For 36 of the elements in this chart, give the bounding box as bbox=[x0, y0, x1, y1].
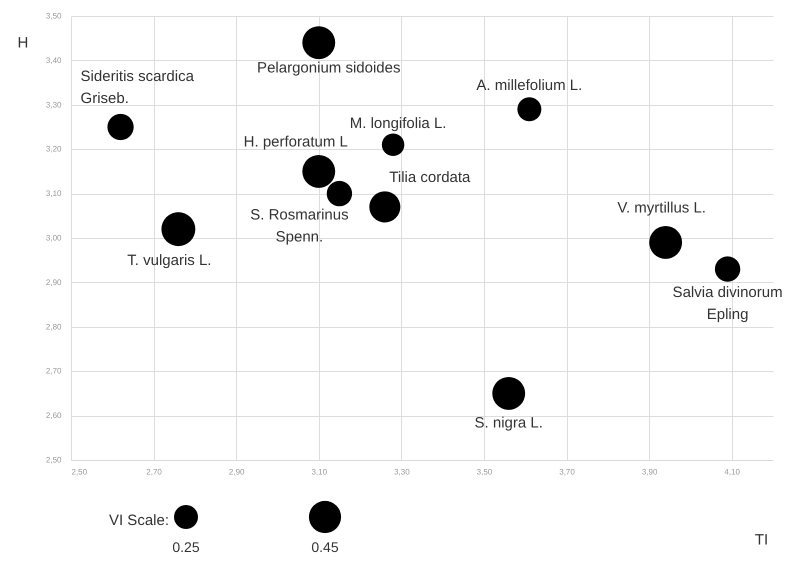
annotation: T. vulgaris L. bbox=[127, 252, 212, 270]
annotation: Sideritis scardica Griseb. bbox=[80, 68, 195, 107]
y-tick-label: 2,70 bbox=[46, 366, 62, 376]
annotation: Pelargonium sidoides bbox=[257, 60, 400, 77]
x-tick-label: 2,50 bbox=[72, 468, 88, 476]
y-tick-label: 3,30 bbox=[46, 100, 62, 110]
y-tick-label: 3,20 bbox=[46, 144, 62, 154]
x-tick-label: 3,70 bbox=[559, 468, 576, 476]
legend-label: 0.45 bbox=[311, 539, 339, 555]
annotation: Tilia cordata bbox=[389, 168, 472, 186]
y-tick-label: 3,50 bbox=[46, 12, 62, 20]
legend-label: 0.25 bbox=[172, 539, 200, 555]
x-axis-title: TI bbox=[754, 532, 768, 548]
annotation: H. perforatum L bbox=[244, 133, 348, 150]
x-tick-label: 2,70 bbox=[146, 468, 162, 476]
x-tick-label: 4,10 bbox=[724, 468, 741, 476]
y-tick-label: 2,50 bbox=[46, 456, 62, 464]
x-tick-label: 3,90 bbox=[642, 468, 658, 476]
y-tick-label: 2,80 bbox=[46, 322, 62, 332]
annotation: A. millefolium L. bbox=[476, 77, 582, 94]
annotation: S. Rosmarinus Spenn. bbox=[250, 206, 349, 246]
x-tick-label: 2,90 bbox=[228, 468, 246, 476]
y-tick-label: 3,10 bbox=[46, 189, 62, 198]
y-tick-label: 2,60 bbox=[46, 411, 62, 420]
annotation: M. longifolia L. bbox=[350, 114, 446, 132]
y-tick-label: 3,40 bbox=[46, 56, 62, 65]
annotation: S. nigra L. bbox=[474, 414, 543, 432]
annotation: Salvia divinorum Epling bbox=[672, 284, 783, 324]
x-tick-label: 3,50 bbox=[476, 468, 493, 476]
y-tick-label: 2,90 bbox=[46, 278, 62, 287]
y-axis-title: H bbox=[18, 34, 28, 52]
y-tick-label: 3,00 bbox=[46, 234, 62, 242]
x-tick-label: 3,30 bbox=[394, 468, 410, 476]
legend-title: VI Scale: bbox=[108, 512, 169, 529]
annotation: V. myrtillus L. bbox=[617, 199, 706, 216]
x-tick-label: 3,10 bbox=[311, 468, 328, 476]
